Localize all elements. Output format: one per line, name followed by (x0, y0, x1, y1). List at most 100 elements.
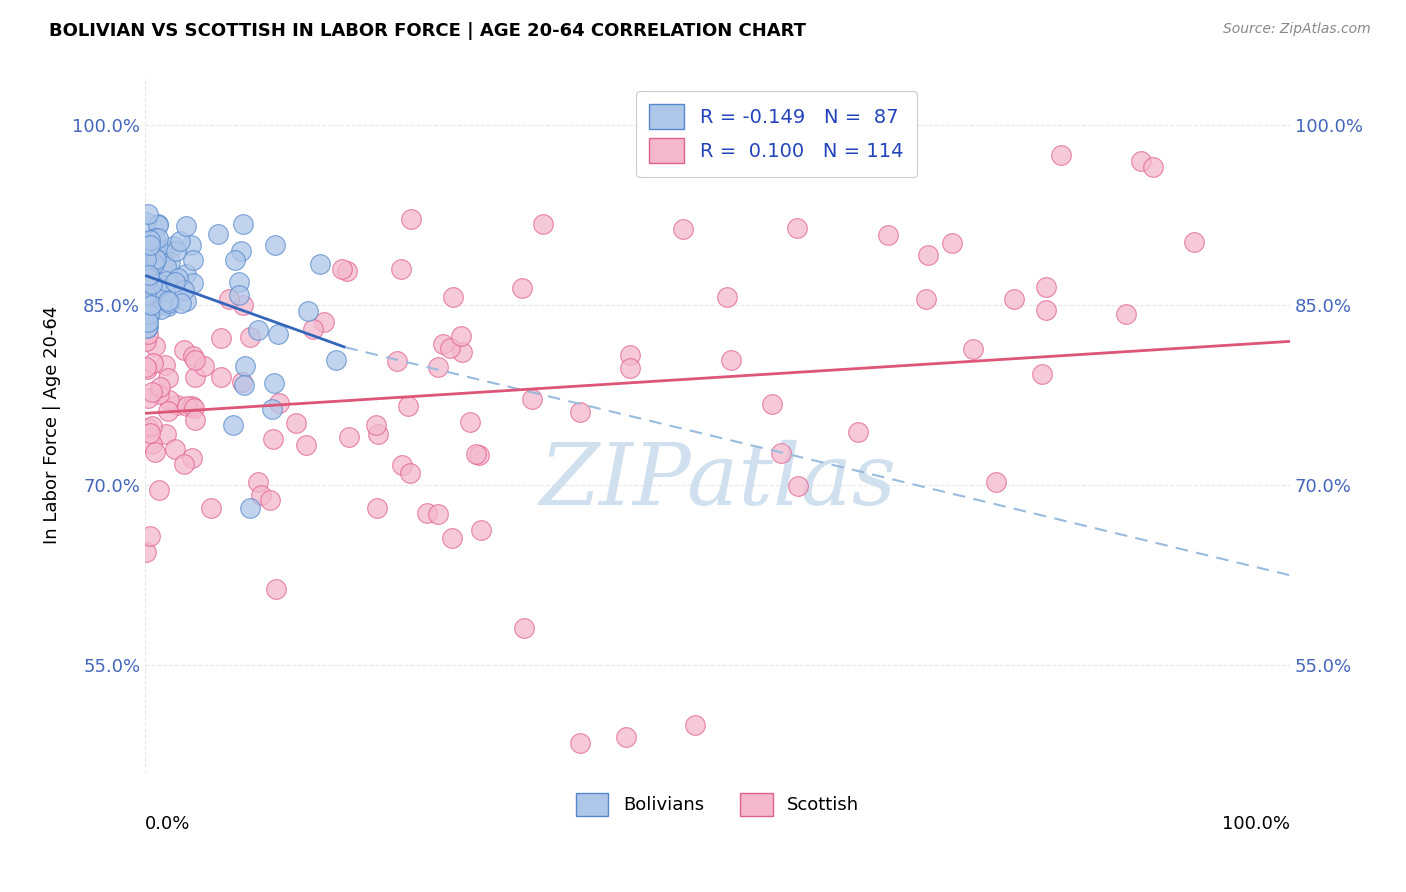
Point (135, 301, 157, 315)
Point (426, 359, 449, 374)
Point (146, 277, 169, 291)
Point (297, 304, 319, 318)
Point (440, 532, 463, 546)
Point (136, 362, 159, 376)
Point (309, 258, 332, 272)
Point (302, 321, 325, 335)
Point (962, 342, 984, 356)
Point (135, 240, 157, 254)
Point (163, 442, 186, 457)
Point (141, 418, 163, 433)
Point (162, 239, 184, 253)
Point (138, 268, 160, 282)
Point (569, 736, 592, 750)
Point (439, 341, 461, 355)
Point (1115, 307, 1137, 321)
Point (143, 444, 166, 458)
Point (366, 500, 388, 515)
Point (146, 217, 169, 231)
Point (135, 544, 157, 558)
Y-axis label: In Labor Force | Age 20-64: In Labor Force | Age 20-64 (44, 306, 60, 544)
Point (761, 397, 783, 411)
Point (146, 280, 169, 294)
Point (153, 358, 176, 372)
Point (136, 207, 159, 221)
Point (416, 507, 439, 521)
Point (1130, 154, 1153, 169)
Point (136, 421, 159, 435)
Point (142, 356, 165, 370)
Point (170, 295, 193, 310)
Point (520, 392, 543, 406)
Point (399, 212, 422, 227)
Point (1031, 368, 1053, 382)
Point (181, 349, 204, 363)
Point (141, 298, 163, 312)
Point (136, 327, 159, 342)
Point (228, 288, 250, 302)
Point (325, 352, 347, 367)
Point (149, 302, 172, 317)
Point (136, 269, 159, 284)
Point (239, 501, 262, 516)
Point (263, 376, 285, 391)
Point (614, 730, 637, 744)
Point (399, 467, 422, 481)
Text: ZIPatlas: ZIPatlas (538, 440, 896, 523)
Point (155, 259, 177, 273)
Point (262, 402, 284, 417)
Point (247, 323, 270, 337)
Point (138, 238, 160, 252)
Point (441, 290, 464, 304)
Point (877, 227, 900, 242)
Point (233, 377, 256, 392)
Point (139, 256, 162, 270)
Point (145, 252, 167, 266)
Point (513, 621, 536, 635)
Point (1142, 161, 1164, 175)
Point (141, 305, 163, 319)
Point (468, 448, 491, 462)
Point (157, 404, 180, 418)
Point (139, 276, 162, 290)
Point (142, 290, 165, 304)
Point (142, 278, 165, 293)
Point (984, 475, 1007, 489)
Point (157, 392, 180, 407)
Point (146, 219, 169, 233)
Point (174, 294, 197, 309)
Point (295, 438, 318, 452)
Point (143, 257, 166, 271)
Point (142, 256, 165, 270)
Point (135, 321, 157, 335)
Point (246, 475, 269, 489)
Point (136, 315, 159, 329)
Point (672, 222, 695, 236)
Point (150, 246, 173, 260)
Point (138, 426, 160, 441)
Point (193, 359, 215, 374)
Point (569, 405, 592, 419)
Point (228, 275, 250, 289)
Point (139, 260, 162, 275)
Point (143, 230, 166, 244)
Point (262, 433, 284, 447)
Point (135, 334, 157, 348)
Point (259, 493, 281, 508)
Point (337, 430, 360, 444)
Point (683, 718, 706, 732)
Point (183, 401, 205, 415)
Point (464, 447, 486, 461)
Point (143, 251, 166, 265)
Point (143, 338, 166, 352)
Point (136, 314, 159, 328)
Point (173, 283, 195, 297)
Point (181, 399, 204, 413)
Point (231, 244, 253, 259)
Point (135, 266, 157, 280)
Point (232, 217, 254, 231)
Point (450, 329, 472, 343)
Point (391, 458, 413, 472)
Point (915, 293, 938, 307)
Point (155, 426, 177, 441)
